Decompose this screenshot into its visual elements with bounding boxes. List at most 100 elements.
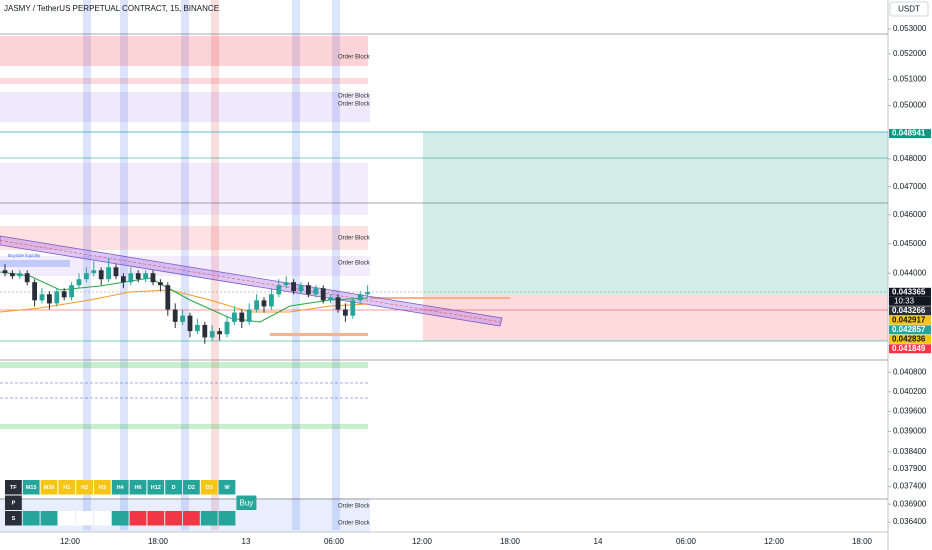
candle-body [246,309,252,322]
candle-body [10,273,15,277]
y-tick-label: 0.052000 [893,49,927,58]
table-header: H6 [134,485,141,491]
order-block-label: Order Block [338,261,371,267]
signal-cell [236,495,257,510]
x-tick-label: 18:00 [148,537,169,546]
y-tick-label: 0.050000 [893,101,927,110]
y-tick-label: 0.037900 [893,464,927,473]
candle-body [291,282,296,292]
table-header: D3 [206,485,213,491]
candle-body [106,267,111,280]
price-badge [889,325,931,335]
candle-body [276,285,282,295]
table-header: H3 [99,485,106,491]
x-tick-label: 18:00 [852,537,873,546]
order-block-label: Order Block [338,94,371,100]
candle-body [202,324,208,338]
table-cell [5,495,22,510]
candle-body [91,270,97,274]
liquidity-zone [0,260,70,267]
session-highlight [211,0,219,530]
table-header: H1 [63,485,70,491]
price-badge [889,315,931,325]
candle-body [24,273,30,283]
y-tick-label: 0.053000 [893,24,927,33]
table-cell [147,480,165,495]
candle-body [343,309,348,316]
price-badge-label: 0.042836 [892,334,926,343]
candle-body [150,273,156,283]
table-cell [183,511,200,526]
session-highlight [83,0,91,530]
candle-body [313,288,319,295]
target-zone [423,132,888,295]
candle-body [2,270,8,274]
candle-body [158,282,163,286]
table-cell [40,480,58,495]
currency[interactable]: USDT [898,5,920,14]
timeframe-table: TF M15 M30 H1 H2 H3 H4 H6 H12 D D2 D3 W P S Buy [5,480,257,526]
price-badge-label: 0.042857 [892,325,926,334]
table-header: M30 [44,485,55,491]
x-tick-label: 06:00 [676,537,697,546]
background-layer [0,0,888,532]
y-tick-label: 0.039000 [893,427,927,436]
moving-average [0,271,369,323]
zone [0,424,368,429]
table-cell [165,480,182,495]
price-badge-label: 0.043365 [892,287,926,296]
table-cell [111,480,129,495]
trend-midline [0,240,502,323]
y-tick-label: 0.048000 [893,154,927,163]
x-tick-label: 06:00 [324,537,345,546]
order-block-label: Order Block [338,102,371,108]
table-cell [129,480,147,495]
table-header: W [224,485,230,491]
y-tick-label: 0.046000 [893,210,927,219]
order-block-label: Order Block [338,521,371,527]
candle-body [76,279,82,286]
session-highlight [181,0,189,530]
zone [0,362,368,368]
candle-body [172,309,178,322]
candle-body [32,282,37,301]
table-cell [129,511,147,526]
y-tick-label: 0.036900 [893,499,927,508]
currency-button[interactable] [889,1,929,17]
candle-body [54,291,60,304]
candle-body [39,294,45,301]
table-cell [200,511,218,526]
y-tick-label: 0.039600 [893,407,927,416]
candle-body [84,273,89,280]
chart-title: JASMY / TetherUS PERPETUAL CONTRACT, 15,… [4,4,219,13]
y-tick-label: 0.037400 [893,482,927,491]
candle-body [269,294,274,307]
x-tick-label: 12:00 [412,537,433,546]
candle-body [306,285,311,295]
moving-average [0,289,369,313]
row-label: P [12,501,16,507]
candle-body [187,315,193,332]
table-cell [58,480,76,495]
candle-body [350,300,356,316]
session-highlight [292,0,300,530]
candle-body [69,285,74,298]
table-cell [5,480,22,495]
table-cell [94,511,111,526]
table-header: H12 [151,485,161,491]
signal: Buy [240,498,254,507]
candle-body [365,292,370,295]
countdown-bg [889,296,931,306]
y-tick-label: 0.036400 [893,517,927,526]
table-cell [165,511,182,526]
y-tick-label: 0.051000 [893,75,927,84]
table-header: H4 [117,485,125,491]
table-header: D [172,485,176,491]
candle-body [47,294,52,304]
table-header: TF [10,485,17,491]
price-axis [888,0,932,550]
x-tick-label: 18:00 [500,537,521,546]
price-badge-label: 0.041849 [892,344,926,353]
order-block-label: Order Block [338,504,371,510]
